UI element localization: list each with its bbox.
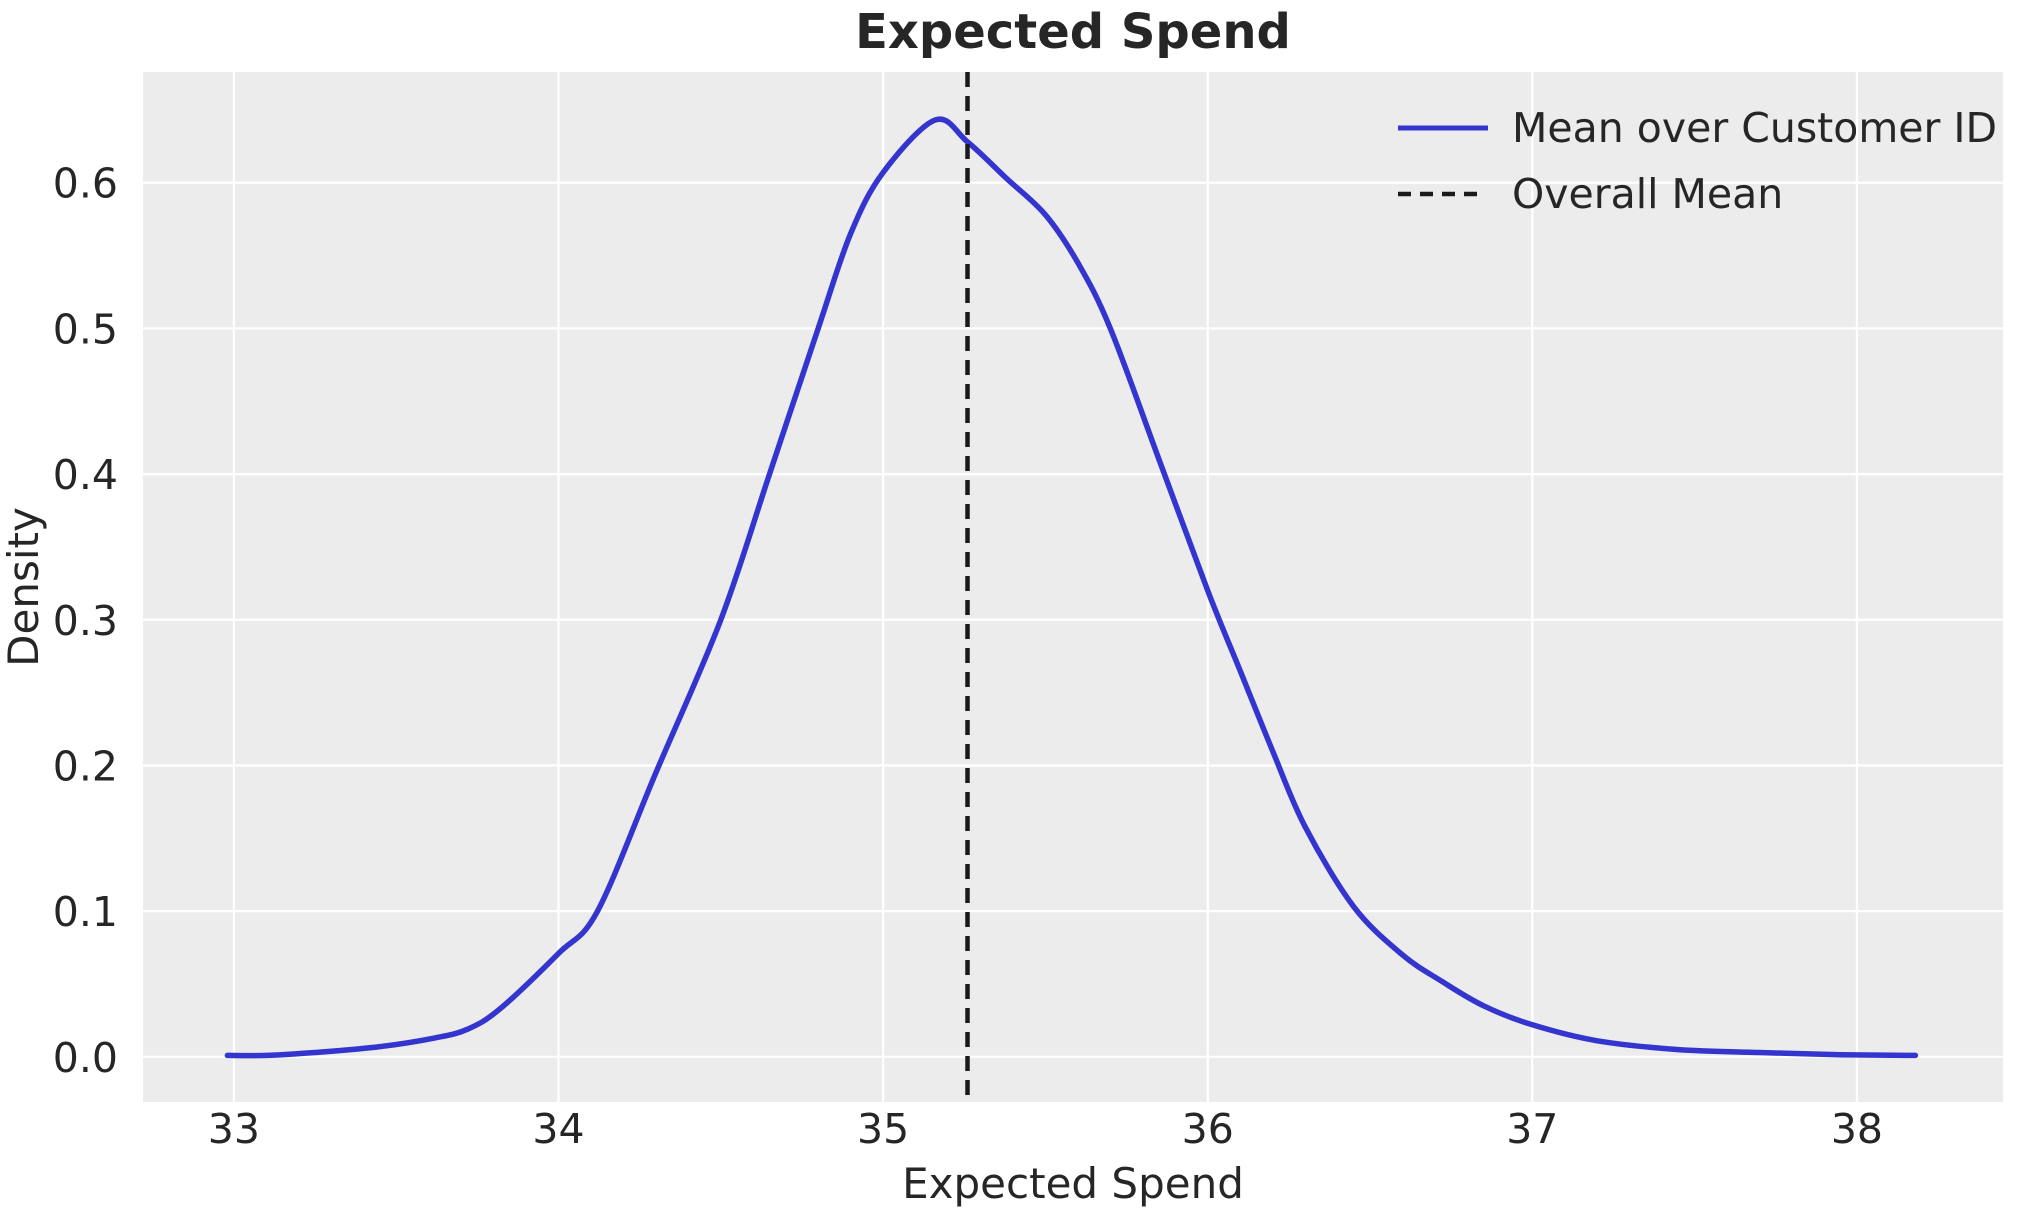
y-tick-label: 0.2: [53, 742, 118, 790]
x-tick-label: 34: [532, 1105, 584, 1153]
y-tick-label: 0.5: [53, 305, 118, 353]
y-tick-label: 0.4: [53, 451, 118, 499]
x-axis-label: Expected Spend: [902, 1159, 1244, 1208]
x-tick-label: 33: [208, 1105, 260, 1153]
series-layer: [224, 72, 1919, 1102]
y-tick-label: 0.3: [53, 597, 118, 645]
gridlines: [143, 72, 2003, 1102]
x-tick-label: 36: [1182, 1105, 1234, 1153]
y-axis-label: Density: [0, 507, 48, 667]
x-tick-label: 35: [857, 1105, 909, 1153]
legend-label-overall-mean: Overall Mean: [1512, 170, 1783, 218]
x-tick-label: 37: [1506, 1105, 1558, 1153]
y-tick-label: 0.6: [53, 160, 118, 208]
chart-title: Expected Spend: [855, 4, 1291, 60]
plot-area-background: [143, 72, 2003, 1102]
legend: Mean over Customer ID Overall Mean: [1398, 104, 1997, 218]
y-tick-label: 0.0: [53, 1034, 118, 1082]
y-tick-label: 0.1: [53, 888, 118, 936]
kde-curve: [224, 116, 1919, 1059]
legend-label-mean-over-customer-id: Mean over Customer ID: [1512, 104, 1997, 152]
x-tick-label: 38: [1831, 1105, 1883, 1153]
tick-labels: 33 34 35 36 37 38 0.0 0.1 0.2 0.3 0.4 0.5 0.6: [53, 160, 1883, 1153]
